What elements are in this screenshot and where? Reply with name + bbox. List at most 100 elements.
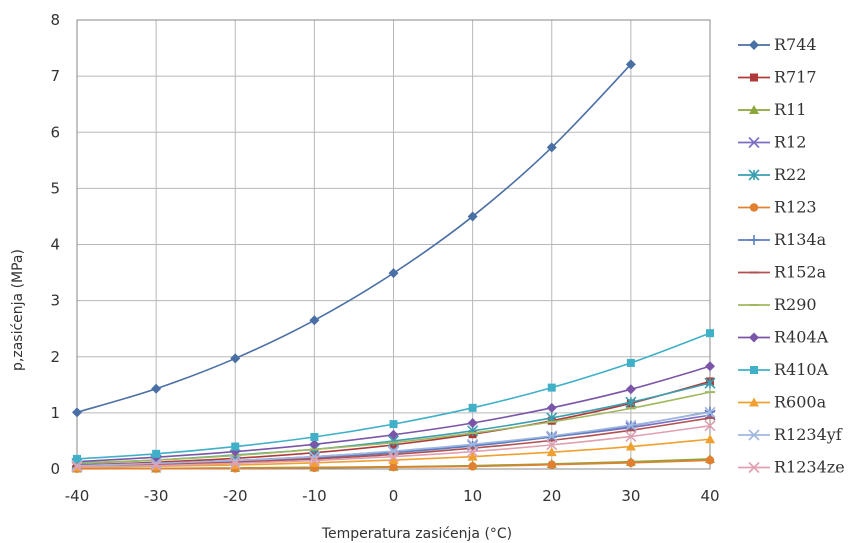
data-point <box>309 457 320 467</box>
legend-item: R404A <box>738 328 829 347</box>
series-r1234ze <box>71 420 716 473</box>
legend-label: R12 <box>774 133 806 152</box>
legend-label: R1234ze <box>774 458 845 477</box>
legend-label: R404A <box>774 328 829 347</box>
data-point <box>626 458 636 468</box>
y-tick-label: 0 <box>50 460 60 478</box>
x-axis-title: Temperatura zasićenja (°C) <box>321 526 512 542</box>
legend-label: R134a <box>774 230 827 249</box>
x-tick-label: 20 <box>542 487 561 505</box>
legend-item: R11 <box>738 100 806 119</box>
data-point <box>467 446 479 458</box>
data-point <box>152 449 161 458</box>
data-point <box>229 457 241 469</box>
legend-label: R744 <box>774 35 817 54</box>
x-tick-label: 0 <box>389 487 399 505</box>
data-point <box>546 447 557 457</box>
series-r744 <box>72 59 636 418</box>
legend-label: R22 <box>774 165 806 184</box>
data-point <box>309 315 320 326</box>
data-point <box>748 169 760 181</box>
legend-item: R744 <box>738 35 817 54</box>
data-point <box>547 460 556 469</box>
data-point <box>749 397 759 407</box>
legend-label: R290 <box>774 295 817 314</box>
data-point <box>546 430 558 442</box>
data-point <box>748 429 760 441</box>
legend-item: R123 <box>738 198 817 217</box>
data-point <box>748 461 760 474</box>
data-point <box>467 440 478 451</box>
legend-label: R152a <box>774 263 827 282</box>
legend: R744 R717 R11 R12 R22 R123 R134a R152a R290 R404A… <box>738 35 845 477</box>
series-r410a <box>73 329 714 463</box>
data-point <box>231 442 240 451</box>
data-point <box>546 439 558 451</box>
data-point <box>705 361 715 372</box>
data-point <box>73 454 81 463</box>
data-point <box>150 457 162 469</box>
legend-item: R22 <box>738 165 806 184</box>
data-point <box>388 455 399 465</box>
data-point <box>388 268 399 279</box>
data-point <box>704 420 716 432</box>
legend-label: R717 <box>774 68 817 87</box>
legend-label: R123 <box>774 198 817 217</box>
y-tick-label: 7 <box>50 67 60 85</box>
data-point <box>389 462 398 472</box>
data-point <box>749 235 759 245</box>
legend-label: R600a <box>774 393 827 412</box>
data-point <box>546 142 557 153</box>
legend-item: R410A <box>738 360 829 379</box>
x-tick-label: -20 <box>223 487 248 505</box>
data-point <box>625 396 637 408</box>
data-point <box>625 430 637 443</box>
data-point <box>230 353 241 364</box>
y-axis-title: p,zasićenja (MPa) <box>10 249 26 371</box>
data-point <box>705 434 715 444</box>
data-point <box>467 451 478 461</box>
data-point <box>749 203 759 212</box>
data-point <box>546 402 557 413</box>
legend-item: R12 <box>738 133 806 152</box>
data-point <box>309 439 320 450</box>
data-point <box>749 105 759 114</box>
data-point <box>705 456 715 465</box>
data-point <box>706 329 714 338</box>
data-point <box>387 451 400 463</box>
legend-item: R717 <box>738 68 817 87</box>
y-tick-label: 3 <box>50 292 60 310</box>
x-tick-label: -30 <box>144 487 169 505</box>
legend-item: R1234ze <box>738 458 845 477</box>
data-point <box>467 211 478 222</box>
legend-label: R11 <box>774 100 806 119</box>
data-series <box>71 59 716 474</box>
legend-item: R600a <box>738 393 827 412</box>
y-tick-label: 8 <box>50 11 60 29</box>
y-tick-label: 4 <box>50 236 60 254</box>
legend-item: R152a <box>738 263 827 282</box>
data-point <box>468 403 477 412</box>
data-point <box>750 73 758 82</box>
data-point <box>626 358 635 367</box>
data-point <box>151 383 162 394</box>
data-point <box>625 441 636 451</box>
data-point <box>749 332 759 343</box>
data-point <box>625 59 636 70</box>
data-point <box>625 384 636 395</box>
data-point <box>750 366 758 374</box>
data-point <box>467 417 478 428</box>
x-tick-labels: -40 -30 -20 -10 0 10 20 30 40 <box>65 487 720 505</box>
data-point <box>388 429 399 440</box>
y-tick-label: 2 <box>50 348 60 366</box>
x-tick-label: -10 <box>302 487 327 505</box>
y-tick-labels: 0 1 2 3 4 5 6 7 8 <box>50 11 60 478</box>
data-point <box>748 136 760 149</box>
data-point <box>704 377 716 389</box>
data-point <box>389 420 398 429</box>
data-point <box>749 40 759 50</box>
data-point <box>468 462 477 471</box>
data-point <box>72 407 82 418</box>
x-tick-label: 10 <box>463 487 482 505</box>
